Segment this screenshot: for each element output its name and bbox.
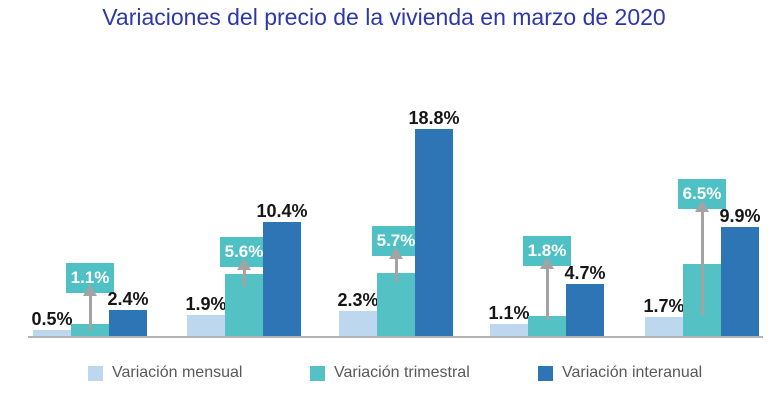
chart-title: Variaciones del precio de la vivienda en… <box>102 4 666 30</box>
callout-arrow-line-grupo2 <box>242 270 246 287</box>
legend-swatch-icon <box>538 365 553 381</box>
callout-arrow-head-grupo2 <box>237 258 251 270</box>
bar-mensual-grupo2 <box>187 315 225 336</box>
callout-arrow-line-grupo3 <box>394 259 398 282</box>
callout-arrow-head-grupo4 <box>540 257 554 269</box>
value-label-mensual-grupo1: 0.5% <box>31 309 73 329</box>
bar-trimestral-grupo3 <box>377 273 415 336</box>
callout-arrow-head-grupo3 <box>389 247 403 259</box>
value-label-interanual-grupo1: 2.4% <box>107 289 149 309</box>
bar-mensual-grupo5 <box>645 317 683 336</box>
value-label-interanual-grupo3: 18.8% <box>408 108 460 128</box>
legend-label: Variación mensual <box>112 364 243 381</box>
value-label-interanual-grupo5: 9.9% <box>719 206 761 226</box>
bar-interanual-grupo1 <box>109 310 147 336</box>
callout-trimestral-grupo3: 5.7% <box>372 226 420 256</box>
legend-item-interanual: Variación interanual <box>538 364 702 382</box>
legend-swatch-icon <box>310 365 325 381</box>
bar-interanual-grupo3 <box>415 129 453 336</box>
bar-interanual-grupo5 <box>721 227 759 336</box>
callout-arrow-line-grupo4 <box>545 269 549 320</box>
value-label-interanual-grupo4: 4.7% <box>564 263 606 283</box>
callout-arrow-head-grupo1 <box>83 284 97 296</box>
callout-arrow-head-grupo5 <box>695 200 709 212</box>
bar-mensual-grupo1 <box>33 330 71 336</box>
x-axis-baseline <box>28 336 763 338</box>
callout-trimestral-grupo5: 6.5% <box>678 179 726 209</box>
value-label-mensual-grupo2: 1.9% <box>185 294 227 314</box>
callout-arrow-line-grupo5 <box>700 212 704 315</box>
bar-interanual-grupo2 <box>263 222 301 336</box>
legend-swatch-icon <box>88 365 103 381</box>
value-label-mensual-grupo3: 2.3% <box>337 290 379 310</box>
bar-interanual-grupo4 <box>566 284 604 336</box>
bar-mensual-grupo3 <box>339 311 377 336</box>
bar-trimestral-grupo1 <box>71 324 109 336</box>
legend-label: Variación interanual <box>562 364 703 381</box>
legend-item-mensual: Variación mensual <box>88 364 242 382</box>
legend-item-trimestral: Variación trimestral <box>310 364 470 382</box>
bar-mensual-grupo4 <box>490 324 528 336</box>
value-label-mensual-grupo5: 1.7% <box>643 296 685 316</box>
value-label-interanual-grupo2: 10.4% <box>256 201 308 221</box>
callout-arrow-line-grupo1 <box>88 296 92 330</box>
bar-trimestral-grupo4 <box>528 316 566 336</box>
legend-label: Variación trimestral <box>334 364 470 381</box>
value-label-mensual-grupo4: 1.1% <box>488 303 530 323</box>
